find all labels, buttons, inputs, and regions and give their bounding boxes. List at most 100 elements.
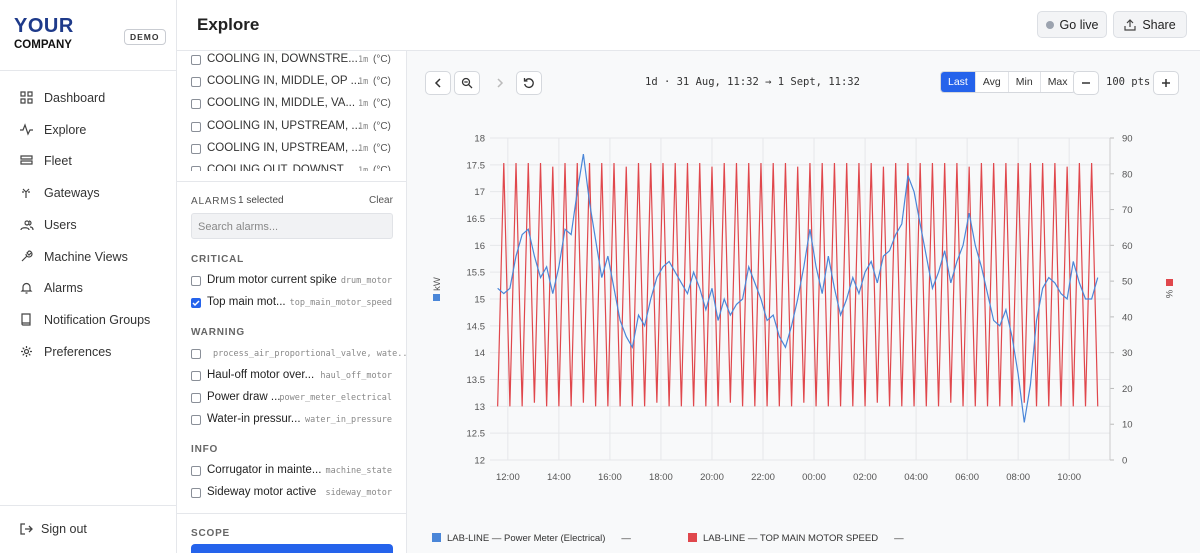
alarm-name: Haul-off motor over... [207, 369, 315, 381]
divider [177, 513, 406, 514]
mode-button[interactable]: Avg [974, 72, 1008, 92]
nav-item[interactable]: Notification Groups [44, 312, 151, 327]
alarm-code: machine_state [325, 466, 392, 476]
y2-tick-label: 0 [1122, 456, 1127, 467]
checkbox[interactable] [191, 415, 201, 425]
alarm-code: power_meter_electrical [279, 393, 392, 403]
x-tick-label: 18:00 [649, 472, 673, 483]
mode-toggle: Last Avg Min Max [940, 71, 1076, 93]
y2-tick-label: 20 [1122, 384, 1133, 395]
minus-button[interactable] [1073, 71, 1099, 95]
icon-path [21, 249, 33, 261]
nav-item[interactable]: Dashboard [44, 91, 106, 105]
clear-button[interactable]: Clear [369, 195, 393, 206]
checkbox[interactable] [191, 143, 201, 154]
nav-item[interactable]: Machine Views [44, 249, 128, 264]
nav-item[interactable]: Fleet [44, 154, 72, 169]
y-tick-label: 14 [474, 348, 485, 359]
mode-button[interactable]: Min [1007, 72, 1040, 92]
reset-button[interactable] [516, 71, 542, 95]
icon-path [20, 283, 33, 294]
alarm-search[interactable]: Search alarms... [191, 213, 393, 239]
icon-path [21, 313, 31, 326]
signal-name: COOLING IN, DOWNSTRE... [207, 53, 358, 65]
y2-tick-label: 10 [1122, 420, 1133, 431]
signal-name: COOLING IN, MIDDLE, OP ... [207, 75, 361, 88]
checkbox[interactable] [191, 393, 201, 403]
x-tick-label: 10:00 [1057, 472, 1081, 483]
checkbox[interactable] [191, 55, 201, 65]
sidebar: YOUR COMPANY DEMO Dashboard Explore Fleet G… [0, 0, 177, 553]
nav-item[interactable]: Users [44, 217, 77, 232]
share-label: Share [1142, 17, 1176, 32]
y2-tick-label: 40 [1122, 312, 1133, 323]
nav-icon [20, 122, 33, 136]
y-tick-label: 17.5 [467, 160, 486, 171]
main-area: 1d · 31 Aug, 11:32 → 1 Sept, 11:32 Last A… [407, 51, 1200, 553]
checkbox[interactable] [191, 99, 201, 110]
signal-interval: 1m [358, 99, 369, 110]
alarms-title: ALARMS [191, 196, 237, 207]
y2-tick-label: 80 [1122, 169, 1133, 180]
chart: 12 12.5 13 13.5 14 14.5 15 15.5 16 16.5 17 17.5 18 0 1… [432, 134, 1174, 544]
share-icon [1124, 18, 1136, 31]
icon-path [20, 155, 33, 165]
sign-out[interactable]: Sign out [41, 522, 87, 536]
forward-button[interactable] [487, 71, 513, 95]
zoom-out-button[interactable] [454, 71, 480, 95]
checkbox[interactable] [191, 166, 201, 171]
signal-name: COOLING IN, MIDDLE, VA... [207, 97, 356, 110]
nav-icon [20, 220, 34, 230]
y2-tick-label: 60 [1122, 241, 1133, 252]
signal-name: COOLING IN, UPSTREAM, ... [207, 119, 361, 132]
signal-unit: (°C) [373, 165, 391, 171]
checkbox[interactable] [191, 77, 201, 88]
page-title: Explore [197, 15, 260, 34]
y-tick-label: 16 [474, 241, 485, 252]
alarm-group: CRITICAL [191, 254, 245, 265]
icon [434, 78, 441, 88]
nav-item[interactable]: Gateways [44, 186, 100, 201]
alarm-group: WARNING [191, 327, 245, 338]
alarm-name: Sideway motor active [207, 486, 317, 498]
signal-name: COOLING IN, UPSTREAM, ... [207, 141, 361, 154]
checkbox[interactable] [191, 488, 201, 498]
checkbox[interactable] [191, 121, 201, 132]
nav-icon [20, 91, 33, 104]
checkbox[interactable] [191, 371, 201, 381]
go-live-button[interactable]: Go live [1037, 11, 1107, 38]
nav-icon [20, 283, 33, 294]
demo-badge: DEMO [124, 29, 166, 45]
checkbox[interactable] [191, 349, 201, 359]
share-button[interactable]: Share [1113, 11, 1187, 38]
alarm-name: Water-in pressur... [207, 413, 301, 425]
alarm-code: top_main_motor_speed [289, 298, 392, 308]
nav-item[interactable]: Preferences [44, 344, 112, 359]
x-tick-label: 02:00 [853, 472, 877, 483]
y-tick-label: 14.5 [467, 321, 486, 332]
y2-tick-label: 70 [1122, 205, 1133, 216]
mode-button[interactable]: Last [941, 72, 975, 92]
checkbox[interactable] [191, 466, 201, 476]
checkbox[interactable] [191, 276, 201, 286]
alarm-group: INFO [191, 444, 219, 455]
legend-value: — [621, 533, 631, 544]
mode-button[interactable]: Max [1039, 72, 1075, 92]
back-button[interactable] [425, 71, 451, 95]
icon [497, 78, 504, 88]
axis-color [1166, 279, 1173, 286]
logo-line: YOUR [14, 15, 74, 37]
legend-value: — [894, 533, 904, 544]
plus-button[interactable] [1153, 71, 1179, 95]
y-tick-label: 15.5 [467, 268, 486, 279]
signal-interval: 1m [358, 55, 369, 65]
nav-item[interactable]: Alarms [44, 281, 83, 296]
y-tick-label: 18 [474, 134, 485, 145]
scope-button[interactable] [191, 544, 393, 553]
signal-unit: (°C) [373, 54, 391, 65]
checkbox[interactable] [191, 298, 201, 308]
alarm-code: drum_motor [340, 276, 392, 286]
nav-item[interactable]: Explore [44, 122, 87, 137]
x-tick-label: 00:00 [802, 472, 826, 483]
signal-unit: (°C) [373, 142, 391, 154]
